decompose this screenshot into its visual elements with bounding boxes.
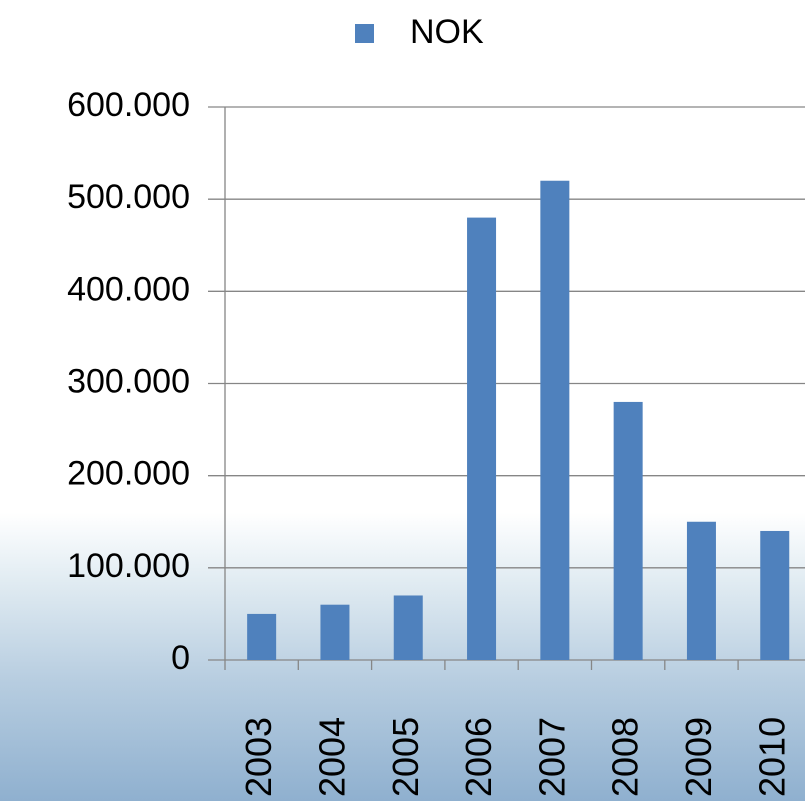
y-tick-label: 0: [171, 639, 190, 677]
x-tick-label: 2009: [678, 717, 719, 797]
bar: [540, 180, 570, 660]
y-tick-label: 500.000: [67, 178, 190, 216]
x-tick-label: 2010: [751, 717, 792, 797]
legend-label: NOK: [410, 13, 484, 51]
y-tick-label: 100.000: [67, 547, 190, 585]
bar: [613, 401, 643, 660]
bar: [247, 613, 277, 660]
bar: [686, 521, 716, 660]
x-tick-label: 2004: [311, 717, 352, 797]
y-tick-label: 200.000: [67, 455, 190, 493]
bar: [760, 530, 790, 660]
bar: [320, 604, 350, 660]
x-tick-label: 2006: [458, 717, 499, 797]
bar: [467, 217, 497, 660]
y-tick-label: 300.000: [67, 362, 190, 400]
legend-swatch: [355, 24, 374, 43]
x-tick-label: 2005: [385, 717, 426, 797]
x-tick-label: 2007: [531, 717, 572, 797]
y-tick-label: 400.000: [67, 270, 190, 308]
bar: [393, 595, 423, 660]
x-tick-label: 2008: [605, 717, 646, 797]
y-tick-label: 600.000: [67, 86, 190, 124]
x-tick-label: 2003: [238, 717, 279, 797]
